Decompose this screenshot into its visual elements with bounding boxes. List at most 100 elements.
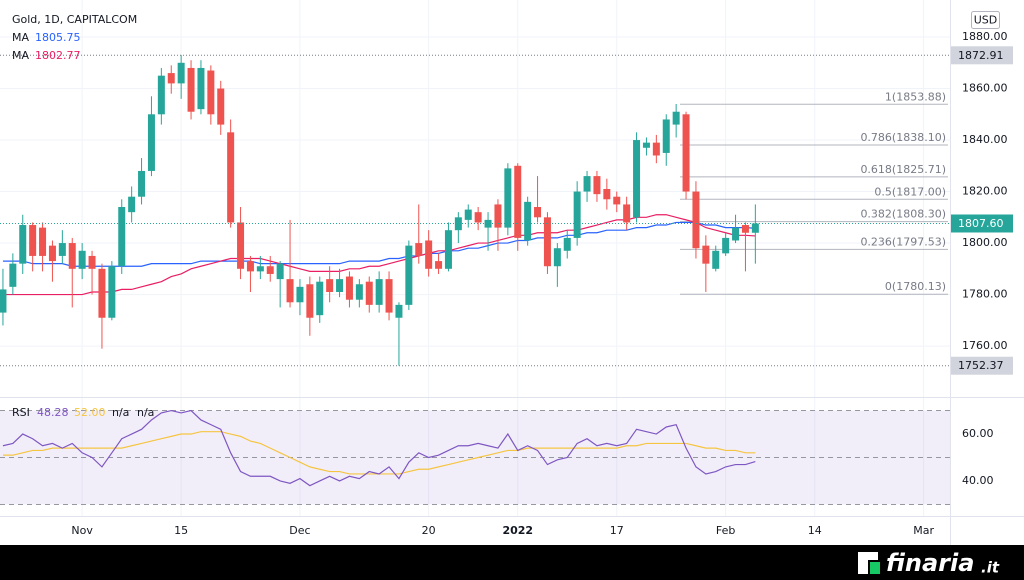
- chart-title: Gold, 1D, CAPITALCOM: [12, 13, 137, 26]
- candle-body: [395, 304, 403, 318]
- candle-body: [256, 266, 264, 272]
- candle-body: [741, 225, 749, 233]
- candle-body: [573, 191, 581, 238]
- currency-box[interactable]: [971, 11, 1000, 29]
- fib-label: 0.5(1817.00): [874, 185, 946, 198]
- candle-body: [524, 201, 532, 241]
- candle-body: [375, 279, 383, 305]
- logo-icon: [858, 552, 878, 574]
- last-price-label: 1807.60: [958, 217, 1004, 230]
- y-tick-label: 1840.00: [962, 133, 1008, 146]
- last-price-box: [951, 214, 1013, 233]
- rsi-legend-value: 52.00: [74, 406, 106, 419]
- candle-body: [227, 132, 235, 223]
- candle-body: [415, 243, 423, 256]
- fib-label: 0(1780.13): [885, 280, 946, 293]
- candle-body: [286, 279, 294, 303]
- rsi-legend-name: RSI: [12, 406, 30, 419]
- candle-body: [652, 142, 660, 156]
- footer-suffix: .it: [981, 559, 1000, 577]
- candle-body: [217, 88, 225, 125]
- y-tick-label: 1800.00: [962, 236, 1008, 249]
- candle-body: [138, 170, 146, 197]
- candle-body: [405, 245, 413, 305]
- candle-body: [642, 142, 650, 148]
- candle-body: [296, 286, 304, 303]
- candle-body: [19, 225, 27, 264]
- legend-value: 1805.75: [35, 31, 81, 44]
- candle-body: [444, 230, 452, 269]
- candle-body: [197, 67, 205, 110]
- candle-body: [435, 261, 443, 269]
- candle-body: [692, 191, 700, 249]
- rsi-tick-label: 60.00: [962, 427, 994, 440]
- candle-body: [128, 196, 136, 213]
- currency[interactable]: USD: [974, 14, 998, 27]
- candle-body: [147, 114, 155, 171]
- y-tick-label: 1760.00: [962, 339, 1008, 352]
- legend: Gold, 1D, CAPITALCOM MA 1805.75 MA 1802.…: [12, 13, 154, 419]
- legend-name: MA: [12, 31, 29, 44]
- rsi-legend-extra: n/a: [137, 406, 154, 419]
- candle-body: [177, 62, 185, 84]
- candle-body: [316, 281, 324, 316]
- candle-body: [68, 243, 76, 269]
- ma-line: [2, 221, 756, 267]
- candle-body: [29, 225, 37, 256]
- fib-label: 0.618(1825.71): [860, 163, 946, 176]
- footer-bar: [0, 545, 1024, 580]
- rsi-legend-value: 48.28: [37, 406, 69, 419]
- candle-body: [732, 227, 740, 241]
- candle-body: [108, 266, 116, 318]
- candle-body: [58, 243, 66, 256]
- candle-body: [593, 176, 601, 195]
- candle-body: [603, 188, 611, 200]
- candle-body: [722, 237, 730, 254]
- candle-body: [385, 279, 393, 313]
- candle-body: [237, 222, 245, 269]
- fib-label: 0.236(1797.53): [860, 235, 946, 248]
- candle-body: [326, 279, 334, 292]
- y-tick-label: 1880.00: [962, 30, 1008, 43]
- footer-brand: finaria: [886, 549, 974, 577]
- candle-body: [365, 281, 373, 305]
- candle-body: [484, 219, 492, 228]
- candle-body: [623, 204, 631, 223]
- candle-body: [266, 266, 274, 274]
- candle-body: [563, 237, 571, 251]
- fib-label: 1(1853.88): [885, 90, 946, 103]
- fib-label: 0.786(1838.10): [860, 131, 946, 144]
- plot-layer: 1(1853.88) 0.786(1838.10) 0.618(1825.71) 0.…: [0, 54, 950, 487]
- background: [0, 0, 1024, 545]
- fib-label: 0.382(1808.30): [860, 208, 946, 221]
- y-tick-label: 1780.00: [962, 288, 1008, 301]
- candle-body: [712, 250, 720, 269]
- candle-body: [751, 223, 759, 233]
- candle-body: [613, 196, 621, 205]
- candle-body: [672, 111, 680, 125]
- candle-body: [207, 70, 215, 115]
- x-tick-label: Dec: [289, 524, 310, 537]
- x-tick-label: 17: [610, 524, 624, 537]
- candle-body: [39, 227, 47, 256]
- candle-body: [355, 284, 363, 300]
- candle-body: [662, 119, 670, 153]
- x-tick-label: Nov: [71, 524, 93, 537]
- x-tick-label: Feb: [716, 524, 735, 537]
- rsi-band: [0, 410, 950, 505]
- x-tick-label: 14: [808, 524, 822, 537]
- candle-body: [9, 263, 17, 287]
- price-line-box: [951, 356, 1013, 375]
- candle-body: [306, 284, 314, 318]
- candle-body: [682, 114, 690, 192]
- price-line-box: [951, 46, 1013, 65]
- candle-body: [276, 263, 284, 280]
- candle-body: [454, 217, 462, 231]
- axis-layer: USD 1760.001780.001800.001820.001840.001…: [0, 0, 1024, 545]
- candle-body: [157, 75, 165, 115]
- candle-body: [78, 250, 86, 269]
- candle-body: [0, 289, 7, 313]
- candle-body: [187, 67, 195, 112]
- y-tick-label: 1820.00: [962, 185, 1008, 198]
- candle-body: [534, 207, 542, 218]
